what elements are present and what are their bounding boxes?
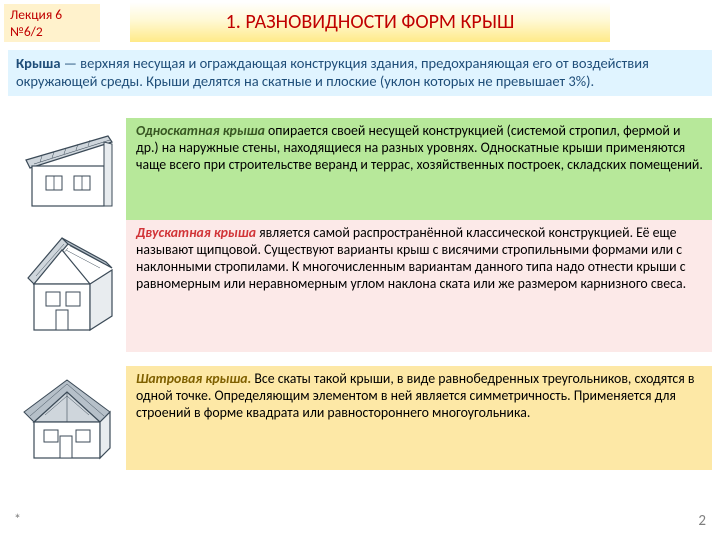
hip-term: Шатровая крыша. <box>136 370 251 387</box>
hip-thumb <box>8 366 126 470</box>
monopitch-term: Односкатная крыша <box>136 122 265 139</box>
page-number: 2 <box>698 512 706 530</box>
intro-body: — верхняя несущая и ограждающая конструк… <box>16 54 649 90</box>
hip-desc: Шатровая крыша. Все скаты такой крыши, в… <box>126 366 712 470</box>
footer-dot: * <box>14 511 21 528</box>
lecture-tag: Лекция 6 №6/2 <box>4 4 100 42</box>
monopitch-roof-icon <box>12 124 122 214</box>
gable-term: Двускатная крыша <box>136 224 256 241</box>
lecture-line1: Лекция 6 <box>10 6 94 23</box>
section-hip: Шатровая крыша. Все скаты такой крыши, в… <box>8 366 712 470</box>
page-title-text: 1. РАЗНОВИДНОСТИ ФОРМ КРЫШ <box>226 10 515 34</box>
gable-roof-icon <box>12 226 122 346</box>
gable-thumb <box>8 220 126 352</box>
intro-block: Крыша — верхняя несущая и ограждающая ко… <box>8 50 712 96</box>
monopitch-desc: Односкатная крыша опирается своей несуще… <box>126 118 712 220</box>
section-gable: Двускатная крыша является самой распрост… <box>8 220 712 352</box>
section-monopitch: Односкатная крыша опирается своей несуще… <box>8 118 712 220</box>
intro-term: Крыша <box>16 54 61 72</box>
lecture-line2: №6/2 <box>10 23 94 40</box>
gable-desc: Двускатная крыша является самой распрост… <box>126 220 712 352</box>
page-title: 1. РАЗНОВИДНОСТИ ФОРМ КРЫШ <box>130 2 610 42</box>
monopitch-thumb <box>8 118 126 220</box>
hip-roof-icon <box>12 372 122 464</box>
